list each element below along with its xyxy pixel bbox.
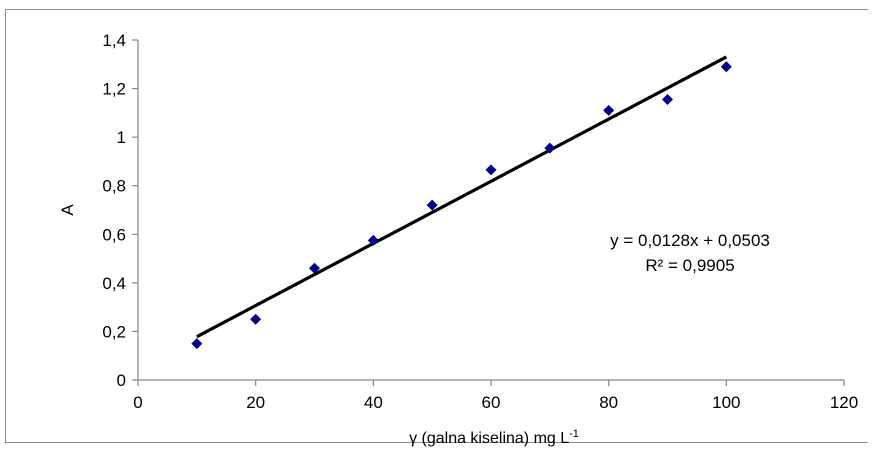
x-tick-label: 40: [364, 393, 383, 412]
x-tick-label: 120: [830, 393, 858, 412]
data-point: [309, 262, 320, 274]
y-tick-label: 1,4: [102, 31, 126, 50]
trendline-group: [196, 55, 728, 339]
data-point: [367, 234, 379, 246]
y-tick-label: 0,8: [102, 177, 126, 196]
data-point: [191, 338, 203, 350]
y-tick-label: 1,2: [102, 80, 126, 99]
data-point: [485, 164, 497, 176]
x-tick-label: 60: [482, 393, 501, 412]
data-point: [662, 94, 673, 105]
data-point: [544, 142, 556, 154]
data-point: [603, 104, 615, 116]
chart-frame: [5, 9, 868, 443]
trendline-equation: y = 0,0128x + 0,0503: [610, 231, 770, 250]
r-squared-label: R² = 0,9905: [645, 256, 734, 275]
y-tick-label: 0,2: [102, 322, 126, 341]
tick-labels: 0 0,2 0,4 0,6 0,8 1 1,2 1,4 0 20 40 60 80 100 120: [102, 31, 858, 412]
x-tick-label: 0: [133, 393, 142, 412]
data-point: [720, 61, 732, 73]
axes: [132, 39, 845, 386]
data-point: [250, 313, 262, 325]
data-point: [426, 199, 438, 211]
y-tick-label: 0: [117, 371, 126, 390]
y-tick-label: 0,6: [102, 225, 126, 244]
x-tick-label: 20: [246, 393, 265, 412]
y-tick-label: 1: [117, 128, 126, 147]
x-tick-label: 80: [599, 393, 618, 412]
trendline: [196, 55, 728, 339]
y-tick-label: 0,4: [102, 274, 126, 293]
x-axis-title-text: γ (galna kiselina) mg L: [409, 430, 569, 447]
x-axis-title: γ (galna kiselina) mg L-1: [409, 428, 579, 447]
x-axis-title-superscript: -1: [569, 428, 579, 440]
data-points: [191, 61, 732, 350]
x-tick-label: 100: [712, 393, 740, 412]
y-axis-title: A: [58, 204, 77, 216]
